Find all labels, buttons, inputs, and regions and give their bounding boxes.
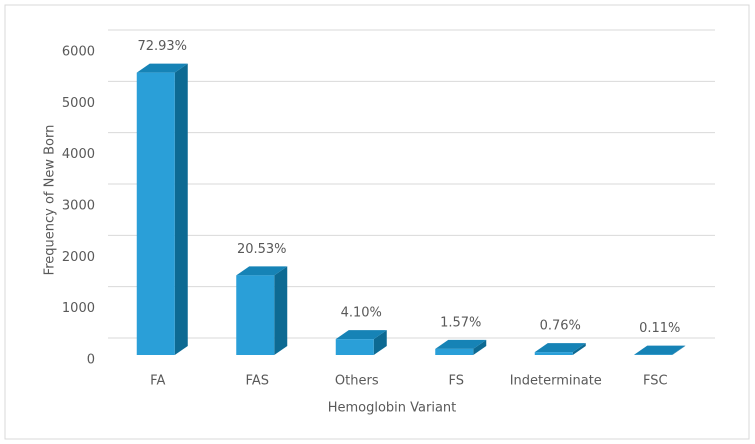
bar-side [373,330,387,355]
bar [236,266,288,355]
x-tick-label: FSC [643,374,668,389]
y-axis-title: Frequency of New Born [43,125,58,276]
bar-side [672,345,686,355]
x-tick-label: FAS [246,374,269,389]
y-tick-label: 1000 [62,301,95,316]
bar-top [335,330,387,340]
data-label: 0.11% [639,321,680,336]
x-tick-label: FA [150,374,165,389]
bar [634,345,686,355]
y-tick-label: 3000 [62,199,95,214]
data-label: 20.53% [237,242,287,257]
x-tick-label: Others [335,374,379,389]
y-tick-label: 4000 [62,147,95,162]
bar-front [136,72,175,356]
bar [335,330,387,355]
data-label: 1.57% [440,315,481,330]
data-label: 72.93% [137,39,187,54]
bar-side [572,343,586,355]
bar-front [335,339,374,355]
bar [435,339,487,355]
y-tick-label: 2000 [62,250,95,265]
bar-front [435,348,474,355]
bar-side [274,266,288,355]
bar-front [534,352,573,355]
chart-frame [4,4,750,440]
bar-side [174,63,188,356]
x-tick-label: Indeterminate [510,374,602,389]
bar-top [435,339,487,349]
bar-top [236,266,288,276]
bar-top [136,63,188,73]
x-tick-label: FS [448,374,464,389]
bar-top [534,343,586,353]
bar [534,343,586,355]
bar [136,63,188,356]
y-tick-label: 5000 [62,96,95,111]
data-label: 4.10% [341,306,382,321]
y-tick-label: 0 [87,353,95,368]
data-label: 0.76% [540,319,581,334]
bar-top [634,345,686,355]
x-axis-title: Hemoglobin Variant [328,401,457,416]
bar-front [236,275,275,355]
bar-side [473,339,487,355]
y-tick-label: 6000 [62,45,95,60]
